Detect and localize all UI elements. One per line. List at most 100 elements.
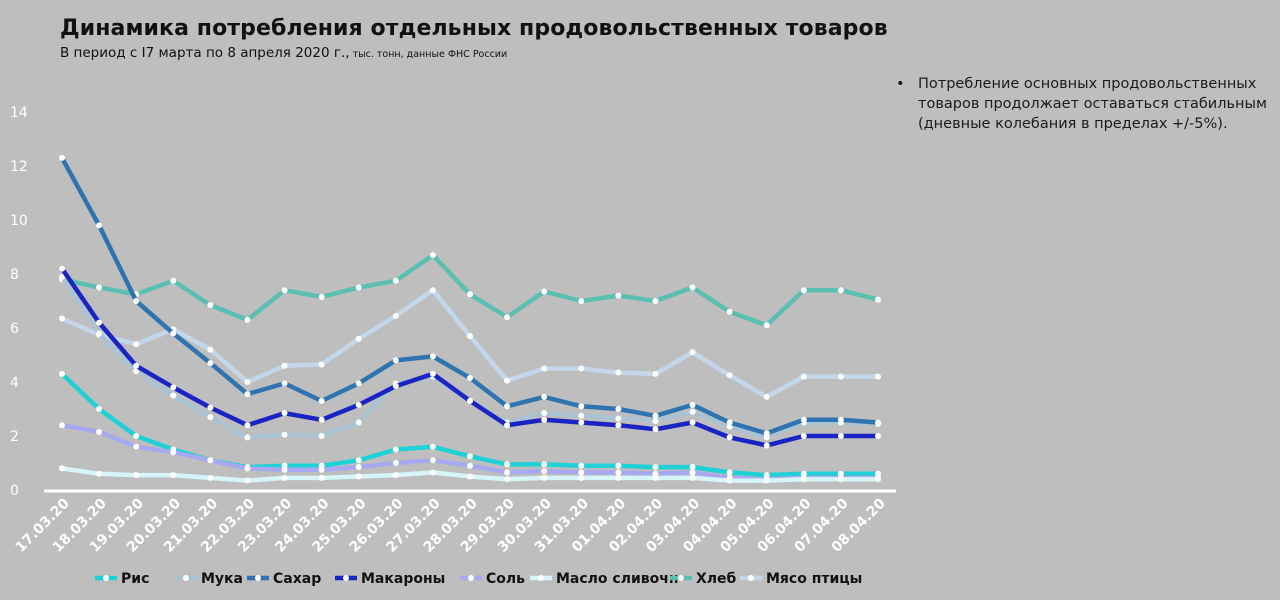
- series-7-point: [800, 373, 807, 380]
- series-6-point: [355, 284, 362, 291]
- series-0-point: [96, 406, 103, 412]
- legend-label: Рис: [121, 571, 149, 587]
- series-2-point: [355, 380, 362, 387]
- series-7-point: [875, 373, 881, 380]
- series-6-point: [96, 284, 103, 291]
- series-4-point: [392, 460, 399, 466]
- series-1: [59, 273, 881, 441]
- x-axis: 17.03.2018.03.2019.03.2020.03.2021.03.20…: [13, 489, 896, 556]
- series-1-point: [578, 412, 585, 419]
- series-5-point: [652, 474, 659, 481]
- series-5-point: [689, 474, 696, 481]
- series-7-point: [133, 341, 140, 348]
- series-0: [59, 370, 881, 479]
- series-2-point: [96, 222, 103, 229]
- series-6-point: [837, 287, 844, 294]
- series-4-point: [541, 468, 548, 475]
- series-2-point: [615, 406, 622, 412]
- y-axis: 0 2 4 6 8 10 12 14: [10, 105, 28, 499]
- series-4-point: [59, 422, 65, 429]
- series-0-point: [429, 443, 436, 450]
- series-5-point: [429, 469, 436, 476]
- series-0-point: [578, 462, 585, 469]
- series-5-point: [726, 477, 733, 484]
- series-0-point: [689, 464, 696, 471]
- legend-marker: [468, 575, 474, 581]
- series-1-point: [355, 419, 362, 426]
- series-3-point: [96, 319, 103, 326]
- series-5-point: [578, 474, 585, 481]
- series-6-point: [652, 298, 659, 304]
- series-5-point: [504, 476, 511, 483]
- legend-item: Сахар: [247, 571, 321, 587]
- series-2-point: [392, 357, 399, 364]
- series-3-point: [726, 434, 733, 441]
- series-2-point: [837, 416, 844, 423]
- series-4-point: [429, 457, 436, 464]
- series-5-point: [467, 473, 473, 480]
- series-0-point: [467, 453, 473, 460]
- y-tick-label: 8: [10, 267, 19, 283]
- legend-label: Сахар: [273, 571, 321, 587]
- series-7-point: [281, 362, 288, 369]
- series-2-point: [578, 403, 585, 410]
- series-3-point: [467, 397, 473, 404]
- subtitle-period: В период с I7 марта по 8 апреля 2020 г.,: [60, 45, 350, 61]
- y-tick-label: 0: [10, 483, 19, 499]
- chart-subtitle: В период с I7 марта по 8 апреля 2020 г.,…: [60, 45, 507, 61]
- legend-label: Хлеб: [696, 571, 737, 587]
- legend-marker: [103, 575, 109, 581]
- series-2-point: [207, 360, 214, 367]
- series-7-point: [578, 365, 585, 372]
- series-4-point: [504, 469, 511, 476]
- series-3-point: [429, 370, 436, 377]
- series-1-point: [689, 408, 696, 415]
- series-4-point: [244, 465, 251, 472]
- series-6-point: [467, 291, 473, 298]
- series-2-point: [726, 419, 733, 426]
- series-6-point: [875, 296, 881, 303]
- series-3-point: [615, 422, 622, 429]
- series-layer: [59, 154, 881, 484]
- series-3-point: [504, 422, 511, 429]
- series-3-point: [59, 265, 65, 272]
- series-7-point: [355, 335, 362, 342]
- y-tick-label: 12: [10, 159, 28, 175]
- series-5-point: [170, 472, 177, 479]
- series-0-point: [392, 446, 399, 453]
- series-4-point: [318, 466, 325, 473]
- series-5-point: [875, 476, 881, 483]
- series-2-point: [800, 416, 807, 423]
- series-0-point: [726, 469, 733, 476]
- legend-item: Рис: [95, 571, 149, 587]
- series-5-point: [615, 474, 622, 481]
- series-1-point: [133, 368, 140, 375]
- series-4-point: [96, 428, 103, 435]
- series-3-point: [244, 422, 251, 429]
- legend-marker: [255, 575, 261, 581]
- series-5-point: [207, 474, 214, 481]
- series-4-point: [170, 449, 177, 456]
- series-0-point: [59, 370, 65, 377]
- series-0-point: [615, 462, 622, 469]
- series-7-point: [541, 365, 548, 372]
- chart-title: Динамика потребления отдельных продоволь…: [60, 16, 888, 41]
- series-3-point: [689, 419, 696, 426]
- y-tick-label: 4: [10, 375, 19, 391]
- series-2-point: [467, 374, 473, 381]
- series-2-point: [244, 391, 251, 398]
- series-6: [59, 252, 881, 329]
- series-5-point: [318, 474, 325, 481]
- series-7: [59, 287, 881, 400]
- series-7-point: [504, 377, 511, 384]
- series-3-point: [541, 416, 548, 423]
- legend-marker: [678, 575, 684, 581]
- series-5-point: [59, 465, 65, 472]
- legend-label: Макароны: [361, 571, 445, 587]
- series-3-point: [578, 419, 585, 426]
- series-4-point: [615, 469, 622, 476]
- legend-marker: [748, 575, 754, 581]
- series-1-point: [652, 418, 659, 425]
- series-6-line: [59, 252, 881, 328]
- series-5-point: [133, 472, 140, 479]
